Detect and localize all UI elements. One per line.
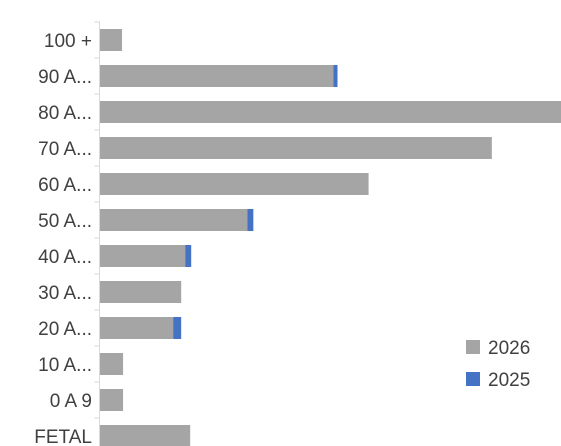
legend-label-2026: 2026 — [488, 338, 530, 359]
bar-2026-100 — [100, 29, 123, 51]
bar-2026-50-a — [100, 209, 248, 231]
category-label-60-a: 60 A... — [38, 175, 92, 196]
bar-2026-0-a-9 — [100, 389, 124, 411]
axis-ticks — [94, 21, 100, 419]
category-labels: 100 + 90 A... 80 A... 70 A... 60 A... 50 A...… — [34, 31, 92, 446]
bar-2025-40-a — [185, 245, 192, 267]
bar-2026-20-a — [100, 317, 174, 339]
category-label-10-a: 10 A... — [38, 355, 92, 376]
bars-group — [100, 29, 561, 446]
bar-2025-20-a — [173, 317, 182, 339]
bar-2026-10-a — [100, 353, 124, 375]
category-label-fetal: FETAL — [34, 427, 92, 446]
category-label-80-a: 80 A... — [38, 103, 92, 124]
legend: 2026 2025 — [466, 338, 530, 391]
legend-swatch-2025 — [466, 372, 480, 386]
category-label-100: 100 + — [44, 31, 92, 52]
bar-2026-fetal — [100, 425, 191, 446]
bar-2026-30-a — [100, 281, 182, 303]
category-label-70-a: 70 A... — [38, 139, 92, 160]
bar-2025-50-a — [247, 209, 254, 231]
category-label-50-a: 50 A... — [38, 211, 92, 232]
bar-2026-60-a — [100, 173, 369, 195]
category-label-0-a-9: 0 A 9 — [50, 391, 92, 412]
bar-2025-90-a — [333, 65, 338, 87]
bar-2026-70-a — [100, 137, 492, 159]
category-label-20-a: 20 A... — [38, 319, 92, 340]
bar-2026-40-a — [100, 245, 186, 267]
legend-label-2025: 2025 — [488, 370, 530, 391]
category-label-90-a: 90 A... — [38, 67, 92, 88]
category-label-40-a: 40 A... — [38, 247, 92, 268]
legend-swatch-2026 — [466, 340, 480, 354]
bar-2026-80-a — [100, 101, 561, 123]
category-label-30-a: 30 A... — [38, 283, 92, 304]
bar-2026-90-a — [100, 65, 334, 87]
